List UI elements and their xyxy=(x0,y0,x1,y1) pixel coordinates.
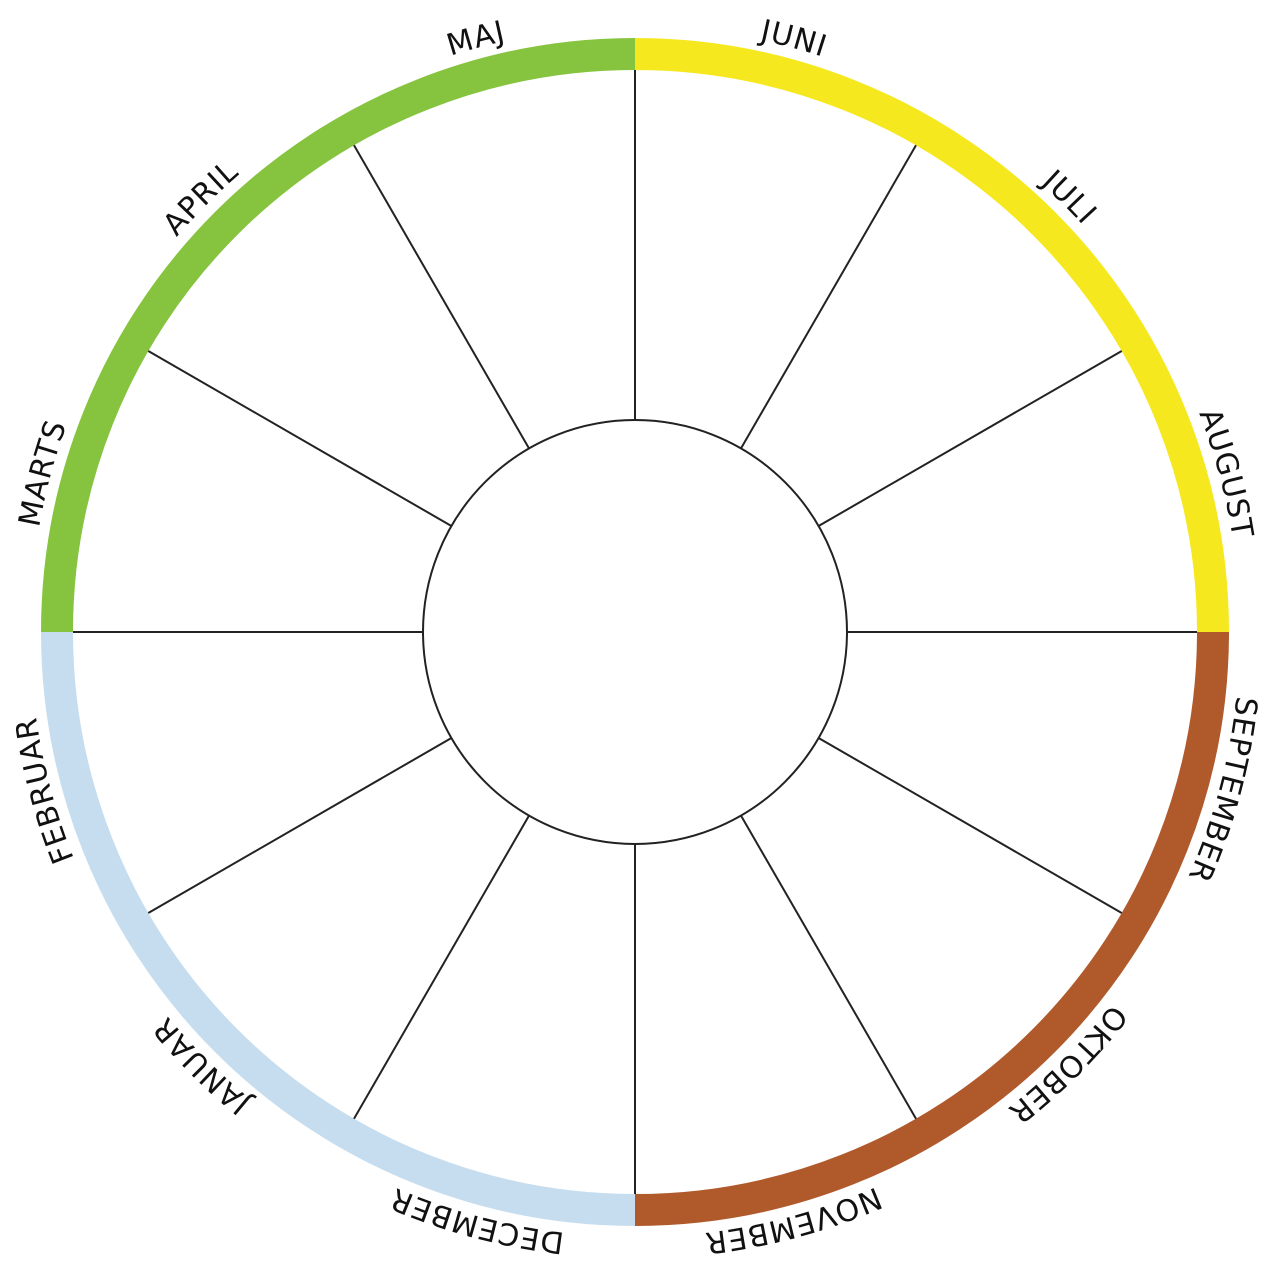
season-arc-winter xyxy=(41,631,636,1226)
month-divider-line xyxy=(740,144,917,449)
month-divider-line xyxy=(353,144,530,449)
center-circle xyxy=(422,419,848,845)
season-arc-autumn xyxy=(634,631,1229,1226)
month-divider-line xyxy=(740,815,917,1120)
month-divider-line xyxy=(147,737,452,914)
month-divider-line xyxy=(818,737,1123,914)
season-arc-spring xyxy=(41,38,636,633)
month-divider-line xyxy=(818,350,1123,527)
month-dividers xyxy=(73,70,1197,1194)
season-arc-summer xyxy=(634,38,1229,633)
month-divider-line xyxy=(353,815,530,1120)
season-ring xyxy=(41,38,1229,1226)
month-divider-line xyxy=(147,350,452,527)
